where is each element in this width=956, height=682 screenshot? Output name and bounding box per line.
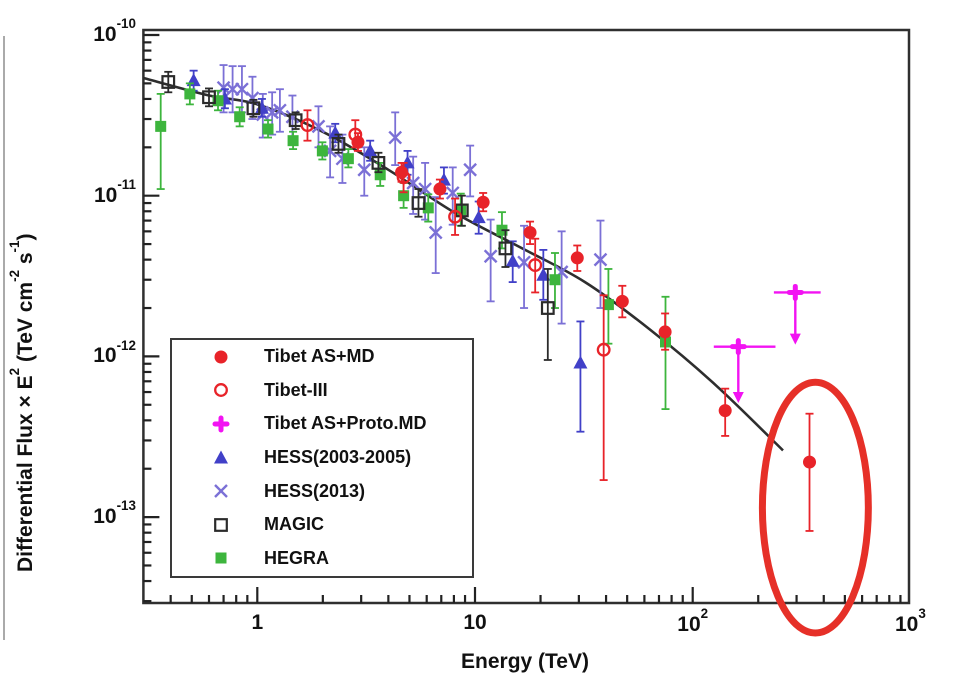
y-tick-label-10-13: 10-13 — [93, 498, 136, 529]
legend-label: Tibet AS+Proto.MD — [264, 413, 427, 434]
legend-label: Tibet AS+MD — [264, 346, 375, 367]
series-tibet-as-md — [351, 132, 817, 532]
x-tick-label-103: 103 — [894, 606, 926, 636]
series-tibet-iii — [300, 109, 611, 481]
x-tick-label-10: 10 — [463, 611, 487, 634]
hess-2013-marker-icon — [214, 484, 228, 499]
legend-label: HESS(2013) — [264, 480, 366, 501]
x-tick-label-1: 1 — [251, 611, 264, 634]
axis-ticks — [143, 33, 902, 603]
y-tick-label-10-11: 10-11 — [93, 176, 136, 207]
legend-item-tibet-iii: Tibet-III — [172, 374, 472, 408]
highlight-ellipse — [758, 378, 872, 637]
legend-item-tibet-as-md: Tibet AS+MD — [172, 340, 472, 374]
y-tick-label-10-10: 10-10 — [93, 16, 136, 46]
x-axis-title: Energy (TeV) — [461, 650, 589, 673]
legend-item-tibet-as-proto-md: Tibet AS+Proto.MD — [172, 407, 472, 441]
hegra-marker-icon — [215, 552, 227, 564]
y-tick-label-10-12: 10-12 — [93, 337, 136, 368]
legend-label: Tibet-III — [264, 379, 328, 400]
series-tibet-as-proto-md — [713, 283, 821, 404]
legend-item-magic: MAGIC — [172, 508, 472, 542]
plot-frame — [142, 28, 911, 605]
tibet-iii-marker-icon — [214, 383, 228, 398]
tibet-as-proto-md-marker-icon — [212, 415, 230, 433]
y-axis-title: Differential Flux × E2 (TeV cm-2 s-1) — [7, 233, 37, 572]
tibet-as-md-marker-icon — [214, 350, 228, 364]
legend: Tibet AS+MD Tibet-III Tibet AS+Proto.MD HES… — [170, 338, 474, 578]
series-magic — [161, 70, 555, 361]
series-hess-2003-2005 — [186, 69, 588, 433]
legend-label: HEGRA — [264, 547, 330, 568]
figure-left-edge-line — [3, 36, 5, 640]
legend-label: HESS(2003-2005) — [264, 447, 412, 468]
legend-label: MAGIC — [264, 514, 324, 535]
legend-item-hegra: HEGRA — [172, 542, 472, 576]
legend-item-hess-2013: HESS(2013) — [172, 474, 472, 508]
x-tick-label-102: 102 — [677, 606, 709, 636]
legend-item-hess-2003-2005: HESS(2003-2005) — [172, 441, 472, 475]
hess-2003-2005-marker-icon — [214, 450, 228, 464]
magic-marker-icon — [214, 517, 228, 532]
